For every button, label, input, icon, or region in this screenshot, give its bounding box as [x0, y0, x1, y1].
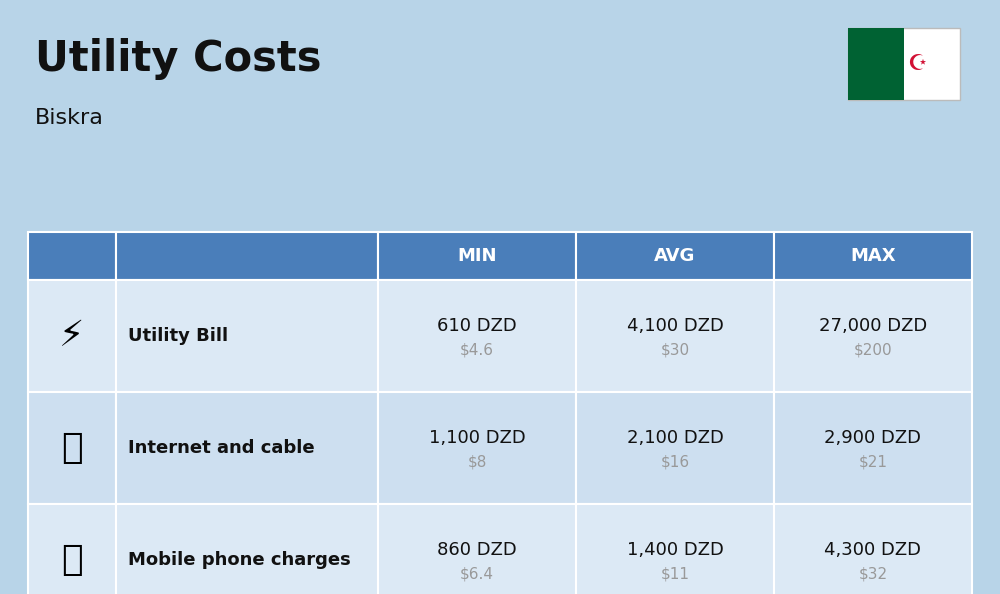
Bar — [576, 232, 774, 280]
Text: $21: $21 — [858, 454, 888, 469]
Bar — [52, 314, 92, 358]
Text: $4.6: $4.6 — [460, 343, 494, 358]
Bar — [52, 426, 92, 470]
Bar — [116, 280, 378, 392]
Bar — [116, 392, 378, 504]
Text: AVG: AVG — [654, 247, 696, 265]
Text: Mobile phone charges: Mobile phone charges — [128, 551, 351, 569]
Text: $200: $200 — [854, 343, 892, 358]
Bar — [576, 392, 774, 504]
Text: $16: $16 — [660, 454, 690, 469]
Bar — [28, 392, 116, 504]
Text: ☪: ☪ — [907, 54, 927, 74]
Text: 1,100 DZD: 1,100 DZD — [429, 429, 525, 447]
Text: 1,400 DZD: 1,400 DZD — [627, 541, 723, 559]
Bar — [28, 504, 116, 594]
Text: $8: $8 — [467, 454, 487, 469]
Bar — [378, 504, 576, 594]
Bar — [28, 280, 116, 392]
Text: 27,000 DZD: 27,000 DZD — [819, 317, 927, 335]
Text: $11: $11 — [660, 567, 690, 582]
Text: Internet and cable: Internet and cable — [128, 439, 315, 457]
Text: $6.4: $6.4 — [460, 567, 494, 582]
Bar — [848, 28, 960, 100]
Bar — [378, 392, 576, 504]
Bar — [774, 232, 972, 280]
Text: 📱: 📱 — [61, 543, 83, 577]
Text: 610 DZD: 610 DZD — [437, 317, 517, 335]
Bar — [52, 538, 92, 582]
Bar — [576, 280, 774, 392]
Bar — [848, 28, 904, 100]
Text: 2,100 DZD: 2,100 DZD — [627, 429, 723, 447]
Bar — [576, 504, 774, 594]
Text: ⚡: ⚡ — [59, 319, 85, 353]
Bar — [28, 232, 116, 280]
Text: 4,100 DZD: 4,100 DZD — [627, 317, 723, 335]
Text: 2,900 DZD: 2,900 DZD — [824, 429, 922, 447]
Text: $30: $30 — [660, 343, 690, 358]
Text: Biskra: Biskra — [35, 108, 104, 128]
Text: 4,300 DZD: 4,300 DZD — [824, 541, 922, 559]
Bar — [116, 232, 378, 280]
Text: $32: $32 — [858, 567, 888, 582]
Bar — [116, 504, 378, 594]
Text: MAX: MAX — [850, 247, 896, 265]
Bar — [378, 280, 576, 392]
Text: 📶: 📶 — [61, 431, 83, 465]
Text: MIN: MIN — [457, 247, 497, 265]
Text: Utility Bill: Utility Bill — [128, 327, 228, 345]
Bar — [774, 392, 972, 504]
Bar — [774, 504, 972, 594]
Text: 860 DZD: 860 DZD — [437, 541, 517, 559]
Text: Utility Costs: Utility Costs — [35, 38, 322, 80]
Bar — [774, 280, 972, 392]
Bar — [378, 232, 576, 280]
